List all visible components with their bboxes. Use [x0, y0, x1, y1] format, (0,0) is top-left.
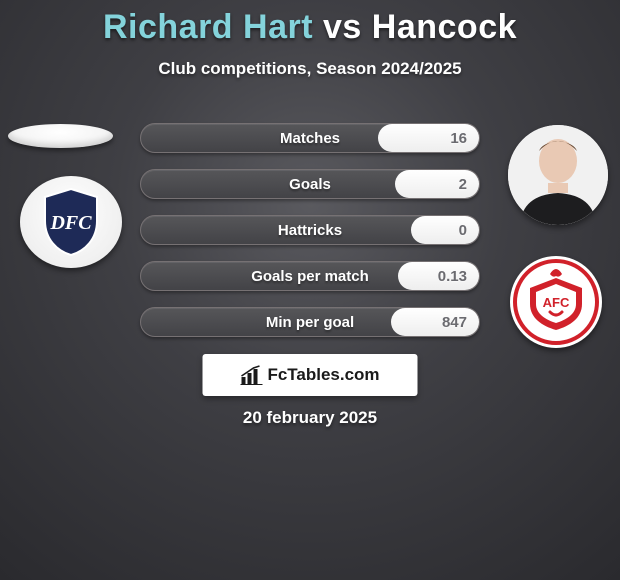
- brand-badge: FcTables.com: [203, 354, 418, 396]
- left-club-crest: DFC: [20, 176, 122, 268]
- stat-rows: Matches16 Goals2 Hattricks0 Goals per match…: [140, 123, 480, 353]
- person-icon: [508, 125, 608, 225]
- stat-label: Goals: [141, 170, 479, 199]
- stat-label: Hattricks: [141, 216, 479, 245]
- right-crest-text: AFC: [543, 295, 570, 310]
- stat-row: Goals2: [140, 169, 480, 199]
- stat-row: Min per goal847: [140, 307, 480, 337]
- stat-right-value: 0: [459, 216, 467, 245]
- stat-right-value: 0.13: [438, 262, 467, 291]
- right-club-crest: AFC: [510, 256, 602, 348]
- left-avatar-placeholder: [8, 124, 113, 148]
- date-text: 20 february 2025: [0, 408, 620, 428]
- page-title: Richard Hart vs Hancock: [0, 8, 620, 47]
- title-right: Hancock: [372, 8, 517, 46]
- stat-right-value: 16: [450, 124, 467, 153]
- right-player-avatar: [508, 125, 608, 225]
- title-vs: vs: [323, 8, 362, 46]
- stat-row: Hattricks0: [140, 215, 480, 245]
- stat-row: Goals per match0.13: [140, 261, 480, 291]
- barchart-icon: [240, 365, 262, 385]
- club-badge-icon: AFC: [510, 256, 602, 348]
- stat-label: Min per goal: [141, 308, 479, 337]
- left-crest-text: DFC: [49, 212, 92, 234]
- stat-label: Goals per match: [141, 262, 479, 291]
- brand-text: FcTables.com: [267, 365, 379, 385]
- subtitle: Club competitions, Season 2024/2025: [0, 59, 620, 79]
- stat-right-value: 2: [459, 170, 467, 199]
- title-left: Richard Hart: [103, 8, 313, 46]
- stat-row: Matches16: [140, 123, 480, 153]
- stat-label: Matches: [141, 124, 479, 153]
- shield-icon: DFC: [41, 187, 101, 257]
- stat-right-value: 847: [442, 308, 467, 337]
